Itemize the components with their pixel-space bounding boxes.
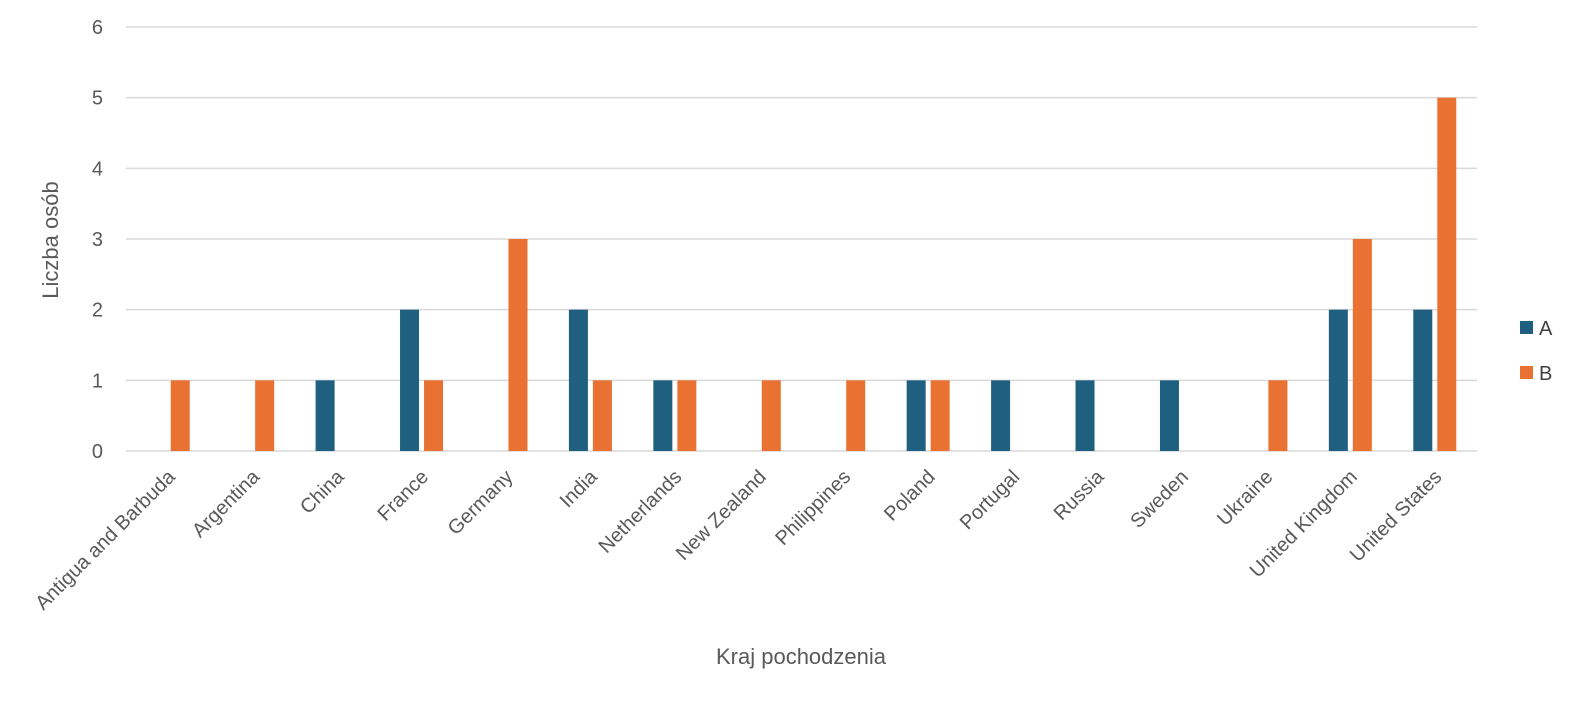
bar-a-russia xyxy=(1075,380,1095,451)
x-tick-label: Poland xyxy=(880,466,940,526)
bar-a-united-kingdom xyxy=(1328,309,1348,451)
y-tick-label: 1 xyxy=(92,370,103,392)
x-tick-label: France xyxy=(373,466,433,526)
x-tick-label: Ukraine xyxy=(1213,466,1277,530)
legend: AB xyxy=(1520,318,1553,385)
y-tick-label: 5 xyxy=(92,88,103,110)
x-tick-label: Netherlands xyxy=(595,466,687,558)
x-tick-label: Germany xyxy=(444,466,518,540)
x-axis-title: Kraj pochodzenia xyxy=(716,644,887,669)
y-tick-label: 0 xyxy=(92,441,103,463)
y-tick-label: 4 xyxy=(92,158,103,180)
bar-a-united-states xyxy=(1413,309,1433,451)
bar-b-philippines xyxy=(846,380,866,451)
bar-a-portugal xyxy=(991,380,1011,451)
y-tick-label: 6 xyxy=(92,17,103,39)
bar-b-india xyxy=(592,380,612,451)
bar-a-france xyxy=(400,309,420,451)
bar-b-united-kingdom xyxy=(1352,239,1372,451)
bar-b-united-states xyxy=(1437,97,1457,452)
bar-b-netherlands xyxy=(677,380,697,451)
x-tick-label: India xyxy=(556,465,603,512)
bar-b-antigua-and-barbuda xyxy=(170,380,190,451)
x-tick-label: Portugal xyxy=(956,466,1024,534)
bar-a-sweden xyxy=(1159,380,1179,451)
legend-label: B xyxy=(1539,363,1552,385)
y-axis-ticks: 0 1 2 3 4 5 6 xyxy=(92,17,103,463)
x-axis-ticks: Antigua and Barbuda Argentina China France G… xyxy=(31,465,1446,614)
bar-b-germany xyxy=(508,239,528,451)
y-tick-label: 3 xyxy=(92,229,103,251)
x-tick-label: Antigua and Barbuda xyxy=(31,465,180,614)
y-axis-title: Liczba osób xyxy=(38,181,63,298)
legend-swatch xyxy=(1520,321,1533,334)
bar-a-netherlands xyxy=(653,380,673,451)
x-tick-label: Argentina xyxy=(188,465,265,542)
bar-a-india xyxy=(568,309,588,451)
bar-b-new-zealand xyxy=(761,380,781,451)
bar-b-france xyxy=(424,380,444,451)
x-tick-label: China xyxy=(296,465,349,518)
bars xyxy=(170,97,1457,452)
y-tick-label: 2 xyxy=(92,300,103,322)
x-tick-label: New Zealand xyxy=(672,466,771,565)
legend-label: A xyxy=(1539,318,1553,340)
bar-a-poland xyxy=(906,380,926,451)
x-tick-label: Sweden xyxy=(1126,466,1193,533)
bar-b-argentina xyxy=(255,380,275,451)
gridlines xyxy=(126,26,1477,452)
legend-swatch xyxy=(1520,366,1533,379)
bar-b-ukraine xyxy=(1268,380,1288,451)
x-tick-label: Philippines xyxy=(771,466,855,550)
x-tick-label: Russia xyxy=(1050,465,1109,524)
bar-a-china xyxy=(315,380,335,451)
bar-b-poland xyxy=(930,380,950,451)
